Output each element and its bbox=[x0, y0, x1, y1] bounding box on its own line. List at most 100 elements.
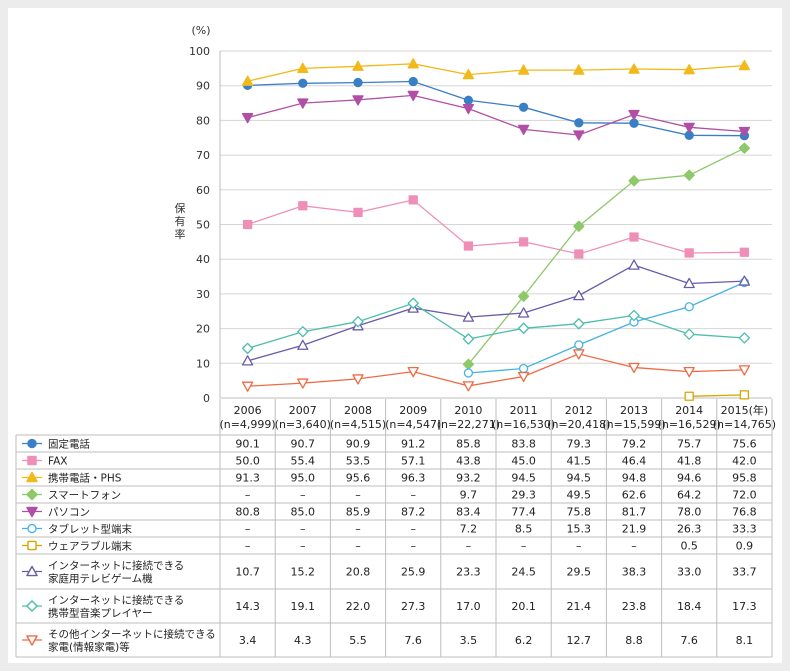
table-cell: 8.8 bbox=[625, 634, 643, 647]
data-point bbox=[297, 378, 309, 389]
table-cell: 85.8 bbox=[456, 438, 481, 451]
table-cell: – bbox=[245, 523, 251, 536]
series-line-3 bbox=[467, 147, 745, 365]
table-cell: 4.3 bbox=[294, 634, 312, 647]
series-label: 固定電話 bbox=[48, 438, 90, 451]
table-cell: 94.8 bbox=[622, 472, 647, 485]
data-point bbox=[352, 374, 364, 385]
y-tick-label: 10 bbox=[196, 357, 210, 370]
table-cell: 9.7 bbox=[460, 489, 478, 502]
sample-size-header: (n=16,529) bbox=[658, 418, 721, 431]
table-cell: 33.7 bbox=[732, 566, 757, 579]
sample-size-header: (n=4,547) bbox=[385, 418, 441, 431]
data-point bbox=[573, 349, 585, 360]
table-cell: 75.8 bbox=[567, 506, 592, 519]
legend-marker bbox=[27, 523, 37, 534]
legend-marker bbox=[26, 635, 38, 646]
data-point bbox=[463, 241, 474, 251]
data-point bbox=[353, 77, 363, 88]
y-tick-label: 50 bbox=[196, 219, 210, 232]
data-point bbox=[739, 247, 750, 257]
table-cell: 87.2 bbox=[401, 506, 426, 519]
table-cell: 43.8 bbox=[456, 455, 481, 468]
table-cell: 0.9 bbox=[736, 540, 754, 553]
y-unit-label: (%) bbox=[191, 24, 210, 37]
data-point bbox=[738, 59, 751, 71]
table-cell: 7.2 bbox=[460, 523, 478, 536]
table-cell: 91.3 bbox=[235, 472, 260, 485]
year-header: 2006 bbox=[234, 404, 262, 417]
table-cell: 25.9 bbox=[401, 566, 426, 579]
data-point bbox=[517, 322, 530, 334]
table-cell: 3.4 bbox=[239, 634, 257, 647]
table-cell: – bbox=[410, 540, 416, 553]
data-point bbox=[574, 249, 584, 259]
table-cell: 93.2 bbox=[456, 472, 481, 485]
table-cell: 20.8 bbox=[346, 566, 371, 579]
data-point bbox=[517, 371, 530, 383]
data-point bbox=[241, 381, 254, 392]
series-line-1 bbox=[247, 199, 745, 255]
data-point bbox=[629, 232, 639, 242]
table-cell: 94.5 bbox=[567, 472, 592, 485]
data-point bbox=[407, 58, 419, 69]
series-label: 家庭用テレビゲーム機 bbox=[48, 572, 153, 585]
data-point bbox=[738, 275, 751, 286]
data-point bbox=[683, 64, 695, 75]
data-point bbox=[738, 142, 751, 154]
series-markers bbox=[241, 58, 751, 401]
data-point bbox=[352, 60, 364, 71]
table-cell: 27.3 bbox=[401, 600, 426, 613]
table-cell: – bbox=[300, 523, 306, 536]
table-cell: 94.6 bbox=[677, 472, 702, 485]
data-point bbox=[517, 290, 530, 302]
table-cell: – bbox=[245, 540, 251, 553]
data-point bbox=[683, 277, 695, 289]
data-point bbox=[462, 68, 475, 80]
legend-marker bbox=[27, 455, 37, 466]
y-tick-label: 80 bbox=[196, 114, 210, 127]
data-point bbox=[683, 328, 695, 340]
y-tick-label: 0 bbox=[203, 392, 210, 405]
data-point bbox=[298, 201, 308, 211]
table-cell: 3.5 bbox=[460, 634, 478, 647]
y-tick-label: 60 bbox=[196, 184, 210, 197]
data-point bbox=[683, 366, 695, 378]
data-point bbox=[297, 62, 309, 73]
data-point bbox=[739, 390, 750, 400]
data-point bbox=[407, 90, 419, 102]
data-point bbox=[462, 103, 475, 115]
table-cell: 80.8 bbox=[235, 506, 260, 519]
table-cell: – bbox=[355, 540, 361, 553]
sample-size-header: (n=4,999) bbox=[219, 418, 275, 431]
data-point bbox=[574, 340, 584, 350]
y-axis-ticks: 0 10 20 30 40 50 60 70 80 90 100 bbox=[189, 45, 210, 405]
table-cell: 55.4 bbox=[291, 455, 316, 468]
legend-marker bbox=[27, 540, 37, 551]
table-cell: 22.0 bbox=[346, 600, 371, 613]
data-point bbox=[738, 365, 751, 376]
series-label: ウェアラブル端末 bbox=[48, 540, 132, 553]
data-point bbox=[574, 118, 584, 128]
sample-size-header: (n=20,418) bbox=[547, 418, 610, 431]
table-cell: 50.0 bbox=[235, 455, 260, 468]
data-point bbox=[684, 248, 694, 258]
table-cell: 24.5 bbox=[511, 566, 536, 579]
table-cell: 78.0 bbox=[677, 506, 702, 519]
series-line-7 bbox=[247, 264, 745, 362]
data-point bbox=[297, 326, 309, 338]
data-point bbox=[628, 109, 640, 121]
data-point bbox=[242, 219, 253, 230]
data-point bbox=[683, 169, 695, 181]
data-point bbox=[517, 124, 530, 136]
table-cell: 12.7 bbox=[567, 634, 592, 647]
table-cell: – bbox=[631, 540, 637, 553]
table-cell: 83.8 bbox=[511, 438, 536, 451]
y-tick-label: 70 bbox=[196, 149, 210, 162]
legend-marker bbox=[26, 600, 38, 612]
series-line-4 bbox=[247, 94, 745, 136]
table-cell: – bbox=[410, 489, 416, 502]
table-cell: 17.3 bbox=[732, 600, 757, 613]
table-cell: 23.3 bbox=[456, 566, 481, 579]
table-cell: 5.5 bbox=[349, 634, 367, 647]
